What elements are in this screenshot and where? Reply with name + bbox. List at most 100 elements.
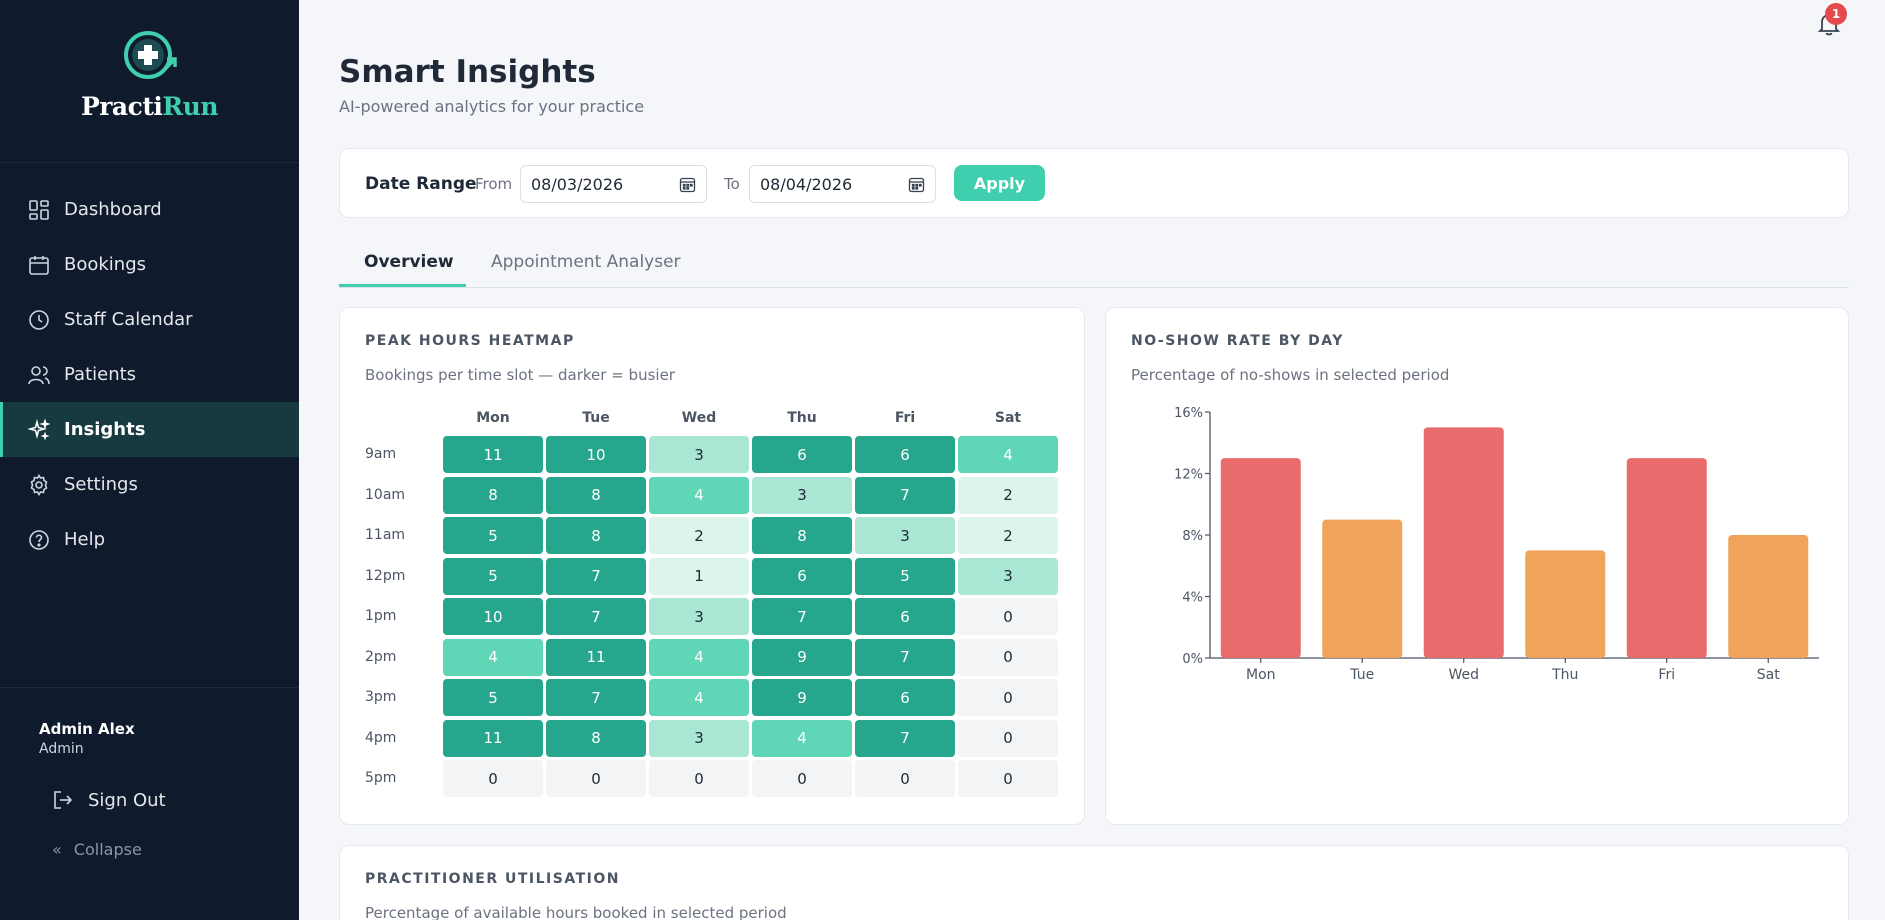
tabs-bar: Overview Appointment Analyser: [339, 246, 1849, 288]
x-tick-label: Sat: [1757, 667, 1780, 683]
nav-item-patients[interactable]: Patients: [0, 347, 299, 402]
heatmap-hour-label: 2pm: [365, 648, 397, 665]
heatmap-cell: 7: [546, 598, 646, 635]
nav-label-settings: Settings: [64, 474, 138, 495]
heatmap-cell: 7: [855, 719, 955, 757]
app-name-part2: Run: [162, 92, 219, 121]
heatmap-cell: 4: [649, 638, 749, 676]
heatmap-cell: 10: [546, 436, 646, 473]
notification-badge: 1: [1825, 3, 1847, 25]
x-tick-label: Wed: [1448, 667, 1479, 683]
nav-label-bookings: Bookings: [64, 254, 147, 275]
heatmap-cell: 3: [649, 436, 749, 473]
heatmap-cell: 4: [958, 436, 1058, 473]
collapse-button[interactable]: « Collapse: [52, 840, 142, 859]
date-range-label: Date Range: [365, 174, 477, 194]
to-date-value: 08/04/2026: [760, 174, 853, 194]
bar-wed: [1423, 427, 1504, 658]
to-label: To: [724, 175, 740, 193]
nav-item-help[interactable]: Help: [0, 512, 299, 567]
nav-label-dashboard: Dashboard: [64, 199, 162, 220]
heatmap-cell: 4: [752, 719, 852, 757]
logo[interactable]: PractiRun: [0, 0, 299, 163]
bar-thu: [1525, 550, 1606, 658]
calendar-picker-icon[interactable]: [679, 176, 696, 193]
calendar-picker-icon[interactable]: [908, 176, 925, 193]
heatmap-cell: 4: [443, 638, 543, 676]
x-tick-label: Fri: [1658, 667, 1675, 683]
bar-sat: [1728, 535, 1809, 658]
to-date-input[interactable]: 08/04/2026: [749, 165, 936, 203]
heatmap-cell: 8: [546, 517, 646, 554]
user-name: Admin Alex: [39, 720, 135, 738]
collapse-label: Collapse: [73, 840, 142, 859]
users-icon: [28, 364, 50, 386]
nav-label-patients: Patients: [64, 364, 137, 385]
x-tick-label: Thu: [1551, 667, 1578, 683]
chevrons-left-icon: «: [52, 840, 62, 859]
y-tick-label: 12%: [1174, 468, 1203, 483]
sign-out-button[interactable]: Sign Out: [52, 789, 166, 811]
heatmap-cell: 5: [443, 517, 543, 554]
heatmap-hour-label: 10am: [365, 486, 406, 503]
clock-icon: [28, 309, 50, 331]
logo-mark-icon: [123, 31, 177, 79]
help-icon: [28, 529, 50, 551]
heatmap-cell: 1: [649, 557, 749, 595]
tab-overview[interactable]: Overview: [364, 252, 454, 272]
noshow-subtitle: Percentage of no-shows in selected perio…: [1131, 366, 1450, 384]
nav-item-dashboard[interactable]: Dashboard: [0, 182, 299, 237]
heatmap-cell: 3: [752, 476, 852, 514]
date-range-card: Date Range From 08/03/2026 To 08/04/2026…: [339, 148, 1849, 218]
heatmap-cell: 3: [649, 719, 749, 757]
page-subtitle: AI-powered analytics for your practice: [339, 97, 645, 116]
heatmap-cell: 7: [752, 598, 852, 635]
app-name-part1: Practi: [80, 92, 163, 121]
heatmap-cell: 8: [546, 476, 646, 514]
heatmap-cell: 5: [855, 557, 955, 595]
heatmap-day-label: Mon: [476, 410, 510, 426]
heatmap-cell: 11: [546, 638, 646, 676]
heatmap-cell: 7: [546, 557, 646, 595]
heatmap-cell: 5: [443, 557, 543, 595]
utilisation-subtitle: Percentage of available hours booked in …: [365, 904, 787, 920]
heatmap-day-label: Wed: [681, 410, 717, 426]
apply-button[interactable]: Apply: [954, 165, 1045, 201]
utilisation-title: PRACTITIONER UTILISATION: [365, 871, 620, 887]
app-name: PractiRun: [80, 92, 219, 121]
nav-item-settings[interactable]: Settings: [0, 457, 299, 512]
heatmap-cell: 0: [443, 760, 543, 797]
heatmap-day-label: Tue: [582, 410, 610, 426]
heatmap-cell: 0: [958, 638, 1058, 676]
heatmap-cell: 10: [443, 598, 543, 635]
from-date-input[interactable]: 08/03/2026: [520, 165, 707, 203]
heatmap-cell: 2: [649, 517, 749, 554]
heatmap-cell: 4: [649, 679, 749, 716]
heatmap-cell: 9: [752, 638, 852, 676]
from-date-value: 08/03/2026: [531, 174, 624, 194]
heatmap-hour-label: 12pm: [365, 567, 406, 584]
heatmap-hour-label: 5pm: [365, 770, 397, 786]
heatmap-cell: 11: [443, 436, 543, 473]
nav-item-bookings[interactable]: Bookings: [0, 237, 299, 292]
x-tick-label: Tue: [1349, 667, 1374, 683]
heatmap-cell: 0: [855, 760, 955, 797]
heatmap-cell: 5: [443, 679, 543, 716]
heatmap-cell: 8: [443, 476, 543, 514]
noshow-title: NO-SHOW RATE BY DAY: [1131, 333, 1344, 349]
no-show-rate-card: NO-SHOW RATE BY DAY Percentage of no-sho…: [1105, 307, 1849, 825]
heatmap-cell: 3: [649, 598, 749, 635]
heatmap-cell: 2: [958, 517, 1058, 554]
x-tick-label: Mon: [1246, 667, 1276, 683]
y-tick-label: 16%: [1174, 406, 1203, 421]
heatmap-cell: 7: [855, 638, 955, 676]
sidebar-footer: Admin Alex Admin Sign Out « Collapse: [0, 687, 299, 920]
y-tick-label: 0%: [1182, 652, 1203, 667]
tab-appointment-analyser[interactable]: Appointment Analyser: [491, 252, 681, 272]
nav-item-staff-calendar[interactable]: Staff Calendar: [0, 292, 299, 347]
heatmap-hour-label: 3pm: [365, 689, 397, 705]
heatmap-day-label: Thu: [787, 410, 817, 426]
nav-item-insights[interactable]: Insights: [0, 402, 299, 457]
peak-hours-heatmap-card: PEAK HOURS HEATMAP Bookings per time slo…: [339, 307, 1085, 825]
nav-label-staff-calendar: Staff Calendar: [64, 309, 193, 330]
